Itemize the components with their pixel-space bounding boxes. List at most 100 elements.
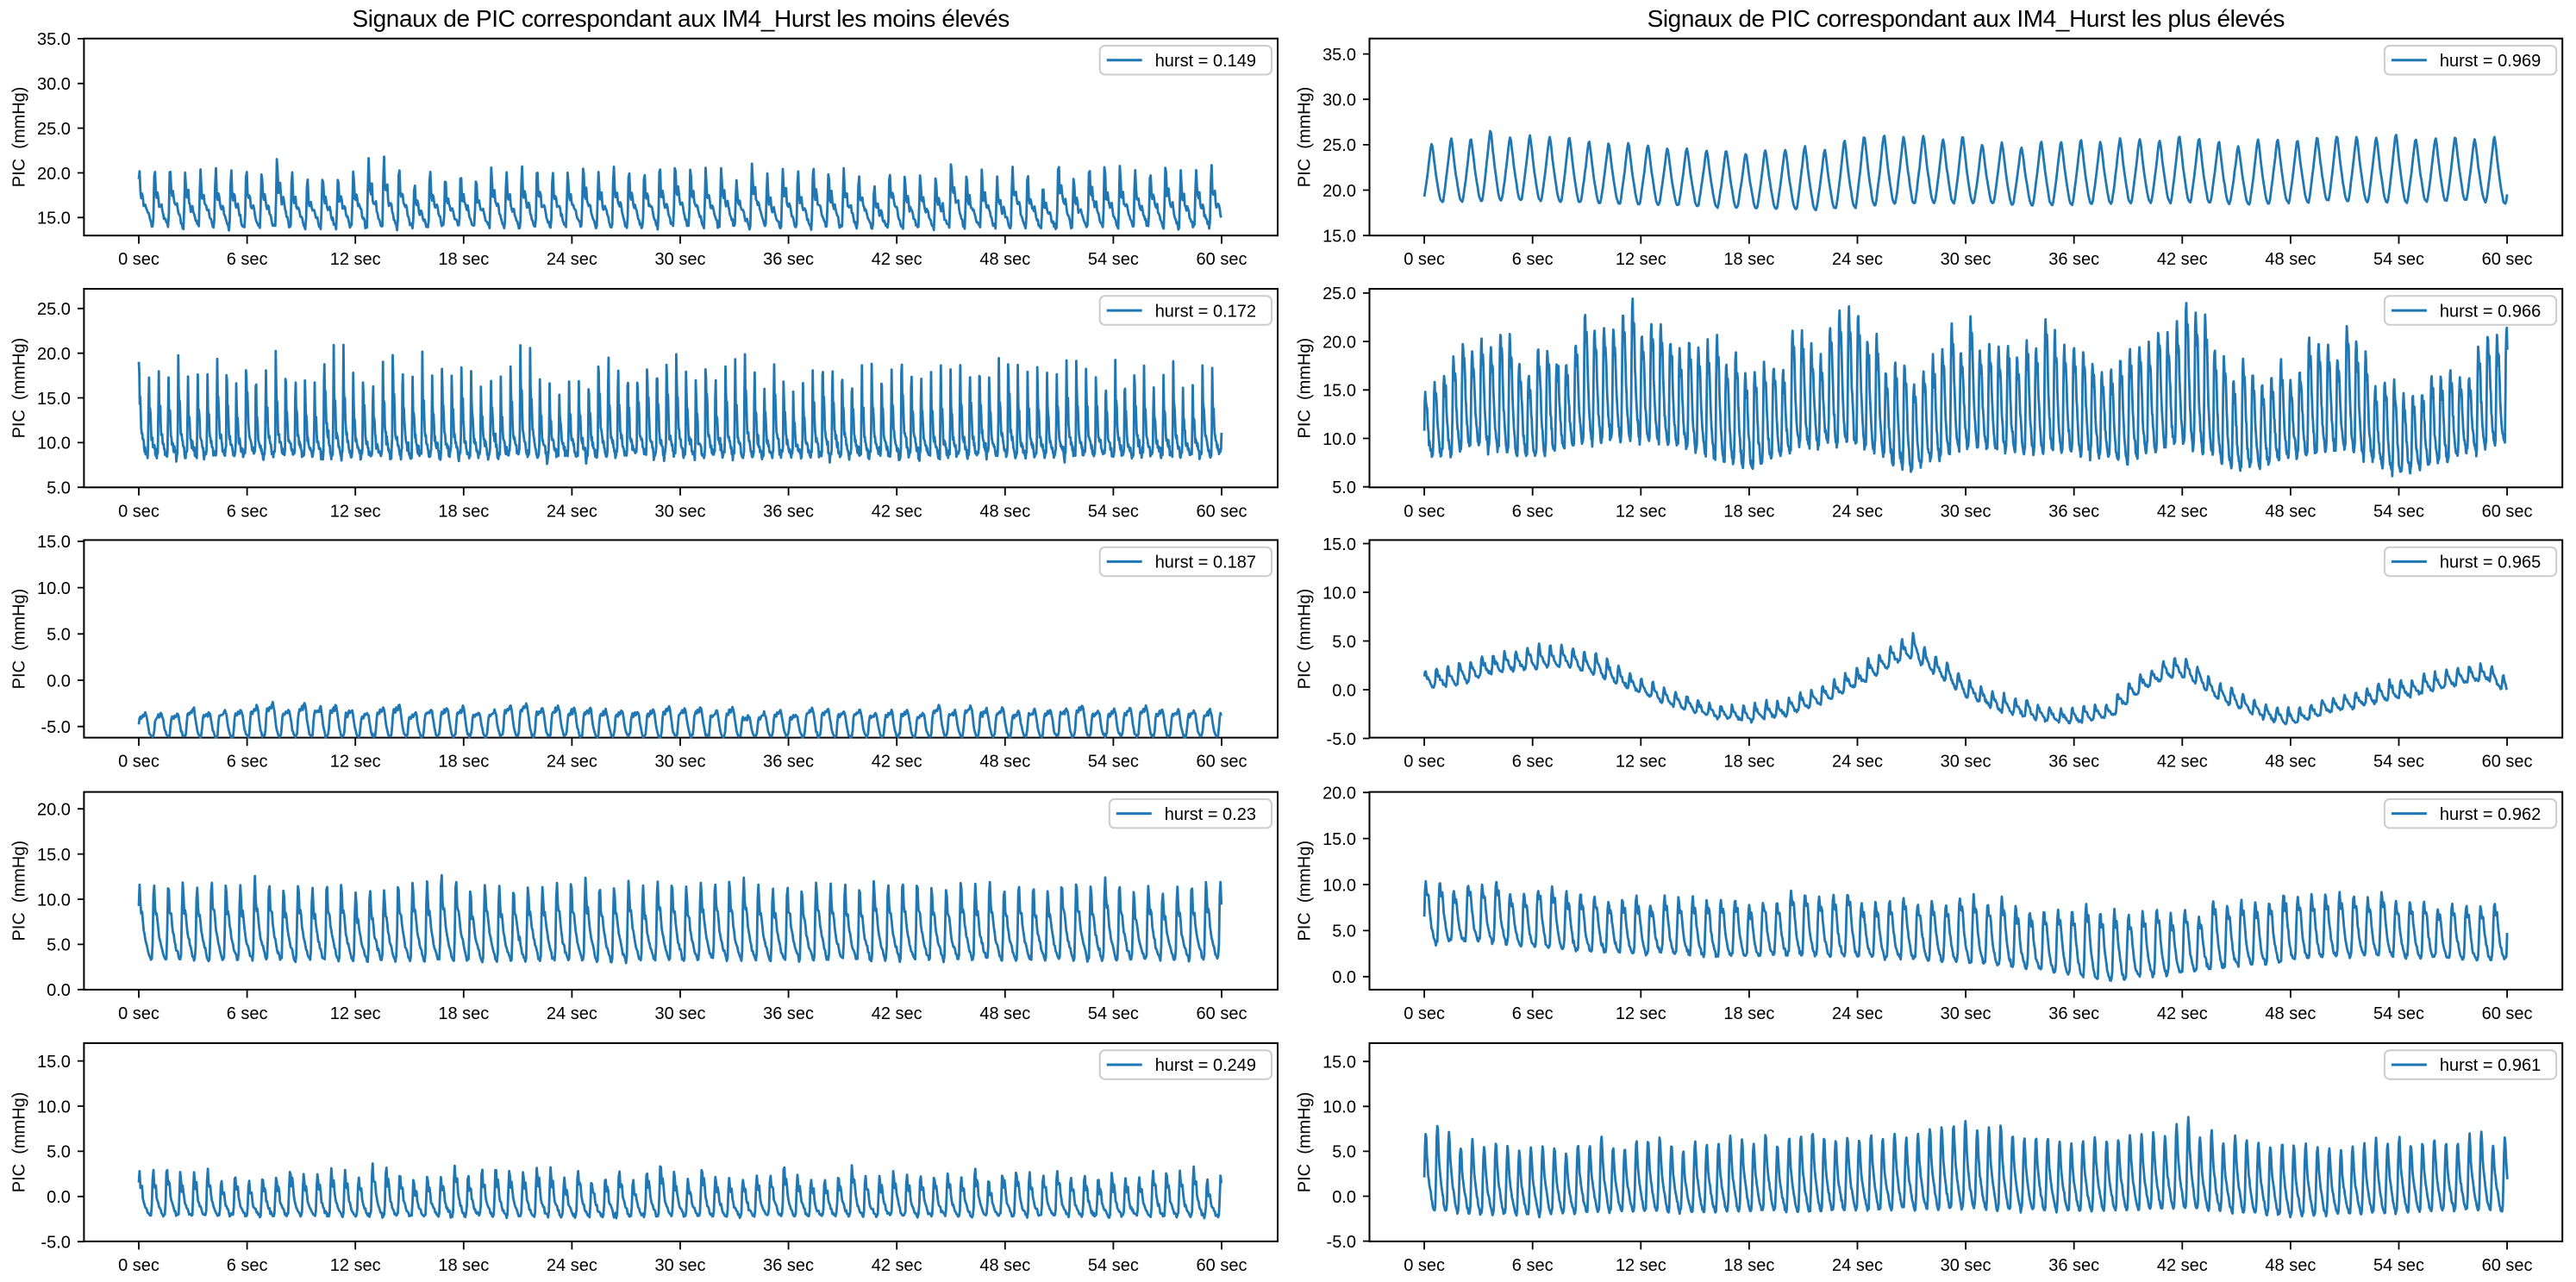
svg-text:hurst = 0.249: hurst = 0.249 <box>1155 1056 1256 1075</box>
svg-text:0.0: 0.0 <box>1332 1188 1356 1207</box>
svg-text:12 sec: 12 sec <box>330 753 381 772</box>
svg-text:18 sec: 18 sec <box>1723 753 1774 772</box>
svg-text:60 sec: 60 sec <box>2482 502 2533 521</box>
svg-text:hurst = 0.962: hurst = 0.962 <box>2440 805 2541 824</box>
svg-text:0 sec: 0 sec <box>118 250 159 269</box>
svg-text:hurst = 0.966: hurst = 0.966 <box>2440 302 2541 321</box>
svg-text:60 sec: 60 sec <box>2482 1256 2533 1275</box>
svg-text:60 sec: 60 sec <box>1197 753 1247 772</box>
svg-text:42 sec: 42 sec <box>2157 502 2208 521</box>
svg-text:6 sec: 6 sec <box>227 502 268 521</box>
svg-text:5.0: 5.0 <box>47 1143 71 1162</box>
svg-text:-5.0: -5.0 <box>1327 730 1356 749</box>
svg-text:30 sec: 30 sec <box>1941 502 1991 521</box>
svg-text:24 sec: 24 sec <box>1832 1004 1883 1023</box>
svg-text:6 sec: 6 sec <box>1512 502 1554 521</box>
svg-text:54 sec: 54 sec <box>2373 753 2424 772</box>
svg-text:42 sec: 42 sec <box>2157 250 2208 269</box>
svg-text:15.0: 15.0 <box>1322 830 1356 849</box>
svg-text:6 sec: 6 sec <box>227 1004 268 1023</box>
svg-text:30 sec: 30 sec <box>655 753 706 772</box>
svg-text:30.0: 30.0 <box>1322 91 1356 110</box>
svg-text:48 sec: 48 sec <box>2265 1256 2316 1275</box>
svg-text:35.0: 35.0 <box>1322 46 1356 65</box>
svg-text:12 sec: 12 sec <box>330 1256 381 1275</box>
svg-text:0 sec: 0 sec <box>118 753 159 772</box>
svg-text:6 sec: 6 sec <box>1512 250 1554 269</box>
svg-text:hurst = 0.187: hurst = 0.187 <box>1155 553 1256 572</box>
svg-text:48 sec: 48 sec <box>979 1256 1030 1275</box>
svg-text:18 sec: 18 sec <box>438 753 489 772</box>
svg-text:54 sec: 54 sec <box>1088 1004 1139 1023</box>
svg-text:20.0: 20.0 <box>1322 182 1356 201</box>
svg-text:Signaux de PIC correspondant a: Signaux de PIC correspondant aux IM4_Hur… <box>1648 5 2285 32</box>
svg-text:60 sec: 60 sec <box>1197 502 1247 521</box>
svg-text:24 sec: 24 sec <box>547 753 597 772</box>
svg-text:10.0: 10.0 <box>37 579 71 598</box>
svg-text:54 sec: 54 sec <box>1088 250 1139 269</box>
svg-text:24 sec: 24 sec <box>1832 502 1883 521</box>
svg-text:12 sec: 12 sec <box>1616 1256 1666 1275</box>
svg-text:60 sec: 60 sec <box>1197 1256 1247 1275</box>
svg-text:PIC (mmHg): PIC (mmHg) <box>1296 338 1315 439</box>
svg-text:Signaux de PIC correspondant a: Signaux de PIC correspondant aux IM4_Hur… <box>353 5 1010 32</box>
svg-text:48 sec: 48 sec <box>979 753 1030 772</box>
svg-text:30 sec: 30 sec <box>655 502 706 521</box>
svg-text:PIC (mmHg): PIC (mmHg) <box>10 338 29 439</box>
svg-text:36 sec: 36 sec <box>2048 753 2099 772</box>
svg-text:25.0: 25.0 <box>1322 285 1356 303</box>
svg-text:6 sec: 6 sec <box>227 250 268 269</box>
svg-text:42 sec: 42 sec <box>872 753 922 772</box>
svg-text:20.0: 20.0 <box>1322 785 1356 804</box>
svg-text:5.0: 5.0 <box>1332 1143 1356 1162</box>
svg-text:0 sec: 0 sec <box>1404 1256 1445 1275</box>
svg-text:hurst = 0.149: hurst = 0.149 <box>1155 52 1256 71</box>
svg-text:PIC (mmHg): PIC (mmHg) <box>1296 841 1315 941</box>
svg-text:36 sec: 36 sec <box>763 1004 814 1023</box>
svg-text:24 sec: 24 sec <box>1832 1256 1883 1275</box>
svg-text:PIC (mmHg): PIC (mmHg) <box>10 87 29 188</box>
svg-text:-5.0: -5.0 <box>41 718 70 737</box>
svg-text:10.0: 10.0 <box>1322 584 1356 603</box>
svg-text:54 sec: 54 sec <box>2373 1004 2424 1023</box>
svg-text:42 sec: 42 sec <box>2157 753 2208 772</box>
svg-text:15.0: 15.0 <box>1322 228 1356 247</box>
svg-text:PIC (mmHg): PIC (mmHg) <box>1296 1092 1315 1193</box>
svg-text:0 sec: 0 sec <box>118 1004 159 1023</box>
svg-text:20.0: 20.0 <box>37 165 71 184</box>
svg-text:0 sec: 0 sec <box>1404 1004 1445 1023</box>
svg-text:24 sec: 24 sec <box>547 1256 597 1275</box>
svg-text:36 sec: 36 sec <box>2048 250 2099 269</box>
svg-text:42 sec: 42 sec <box>872 1256 922 1275</box>
svg-text:35.0: 35.0 <box>37 30 71 49</box>
svg-text:15.0: 15.0 <box>37 390 71 409</box>
svg-text:5.0: 5.0 <box>1332 922 1356 941</box>
svg-text:hurst = 0.172: hurst = 0.172 <box>1155 302 1256 321</box>
svg-text:24 sec: 24 sec <box>547 250 597 269</box>
svg-text:5.0: 5.0 <box>1332 478 1356 497</box>
svg-text:18 sec: 18 sec <box>1723 502 1774 521</box>
svg-text:0 sec: 0 sec <box>1404 502 1445 521</box>
svg-text:0 sec: 0 sec <box>118 502 159 521</box>
svg-text:20.0: 20.0 <box>37 801 71 820</box>
svg-text:10.0: 10.0 <box>1322 1098 1356 1117</box>
svg-text:20.0: 20.0 <box>1322 333 1356 352</box>
svg-text:48 sec: 48 sec <box>979 250 1030 269</box>
svg-text:PIC (mmHg): PIC (mmHg) <box>1296 87 1315 188</box>
svg-text:15.0: 15.0 <box>1322 382 1356 401</box>
svg-text:36 sec: 36 sec <box>763 502 814 521</box>
svg-text:42 sec: 42 sec <box>2157 1004 2208 1023</box>
svg-text:36 sec: 36 sec <box>2048 1004 2099 1023</box>
svg-text:10.0: 10.0 <box>37 435 71 453</box>
svg-text:48 sec: 48 sec <box>979 1004 1030 1023</box>
svg-text:6 sec: 6 sec <box>227 753 268 772</box>
svg-text:30 sec: 30 sec <box>655 250 706 269</box>
svg-text:54 sec: 54 sec <box>2373 502 2424 521</box>
svg-text:25.0: 25.0 <box>37 300 71 319</box>
svg-text:15.0: 15.0 <box>37 533 71 552</box>
svg-text:42 sec: 42 sec <box>872 250 922 269</box>
svg-text:42 sec: 42 sec <box>872 502 922 521</box>
svg-text:hurst = 0.965: hurst = 0.965 <box>2440 553 2541 572</box>
svg-text:30.0: 30.0 <box>37 75 71 94</box>
svg-text:36 sec: 36 sec <box>763 753 814 772</box>
